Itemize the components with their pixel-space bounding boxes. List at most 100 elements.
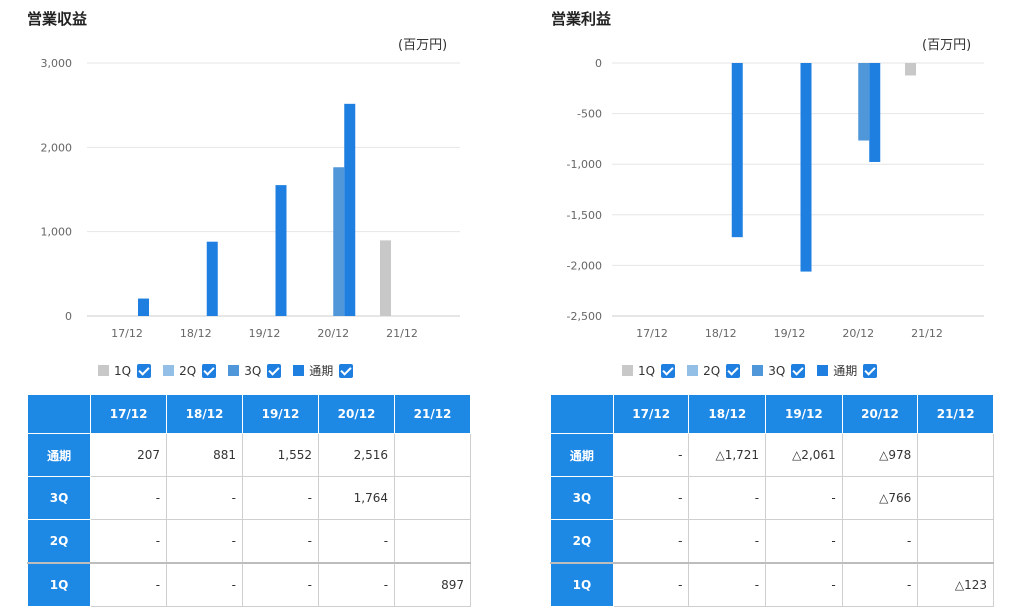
legend-swatch	[752, 365, 764, 376]
table-cell: -	[241, 476, 320, 520]
table-cell: -	[612, 519, 690, 564]
table-cell: -	[765, 519, 843, 564]
row-header: 3Q	[26, 476, 92, 520]
legend-label: 1Q	[638, 363, 656, 378]
column-header: 17/12	[90, 394, 168, 434]
legend-item[interactable]: 通期	[293, 362, 354, 379]
legend-item[interactable]: 2Q	[687, 363, 741, 378]
table-row: 1Q - - - -897	[26, 562, 471, 607]
revenue-chart: 3,000 2,000 1,000 0 17/12 18/12 19/12 20/12 21/1…	[41, 57, 460, 340]
bar	[138, 298, 149, 316]
table-cell	[917, 476, 994, 520]
checkbox-icon[interactable]	[202, 363, 217, 378]
legend-item[interactable]: 通期	[817, 362, 878, 379]
legend-label: 2Q	[179, 363, 197, 378]
legend-label: 1Q	[114, 363, 132, 378]
table-cell: -	[90, 476, 168, 520]
checkbox-icon[interactable]	[137, 363, 152, 378]
checkbox-icon[interactable]	[863, 363, 878, 378]
legend-item[interactable]: 1Q	[622, 363, 676, 378]
column-header	[550, 394, 614, 434]
y-tick-label: 3,000	[41, 57, 73, 70]
table-cell: -	[166, 476, 243, 520]
legend-swatch	[228, 365, 240, 376]
row-header: 1Q	[26, 562, 92, 607]
column-header	[26, 394, 92, 434]
legend-item[interactable]: 2Q	[163, 363, 217, 378]
column-header: 21/12	[917, 394, 994, 434]
operating-income-table: 17/12 18/12 19/12 20/12 21/12 通期 - △1,721 △2,061…	[550, 394, 994, 607]
table-row: 3Q - - - △766	[550, 476, 994, 520]
table-cell: 207	[90, 433, 168, 477]
table-cell: -	[841, 562, 919, 607]
table-cell: -	[166, 562, 243, 607]
table-cell: -	[612, 433, 690, 477]
table-cell: -	[688, 519, 767, 564]
chart-title: 営業収益	[27, 10, 88, 28]
legend-item[interactable]: 1Q	[98, 363, 152, 378]
legend-label: 3Q	[768, 363, 786, 378]
table-cell	[917, 433, 994, 477]
bar	[333, 167, 345, 316]
checkbox-icon[interactable]	[791, 363, 806, 378]
row-header: 2Q	[26, 519, 92, 564]
row-header: 2Q	[550, 519, 614, 564]
operating-income-chart: 0 -500 -1,000 -1,500 -2,000 -2,500 17/12 18/12 1…	[567, 57, 984, 340]
legend-swatch	[98, 365, 109, 376]
table-cell: -	[612, 476, 690, 520]
chart-legend: 1Q 2Q 3Q 通期	[98, 362, 365, 379]
bar	[275, 185, 287, 316]
x-tick-label: 18/12	[180, 327, 212, 340]
column-header: 21/12	[394, 394, 471, 434]
checkbox-icon[interactable]	[339, 363, 354, 378]
revenue-panel: 営業収益 (百万円) 3,000 2,000 1,000 0 17/12 18/12 19/…	[0, 0, 500, 612]
x-tick-label: 21/12	[911, 327, 943, 340]
legend-swatch	[163, 365, 175, 376]
table-cell	[394, 433, 471, 477]
table-cell: △978	[841, 433, 919, 477]
legend-label: 3Q	[244, 363, 262, 378]
column-header: 19/12	[241, 394, 320, 434]
row-header: 通期	[550, 433, 614, 477]
checkbox-icon[interactable]	[267, 363, 282, 378]
checkbox-icon[interactable]	[661, 363, 676, 378]
revenue-table: 17/12 18/12 19/12 20/12 21/12 通期 207 881 1,552 2,…	[26, 394, 471, 607]
table-cell: -	[241, 562, 320, 607]
row-header: 通期	[26, 433, 92, 477]
table-cell: -	[688, 476, 767, 520]
table-cell	[394, 519, 471, 564]
x-tick-label: 17/12	[111, 327, 143, 340]
legend-swatch	[622, 365, 633, 376]
table-cell: -	[317, 562, 396, 607]
column-header: 20/12	[317, 394, 396, 434]
table-row: 通期 207 881 1,552 2,516	[26, 433, 471, 477]
table-cell	[394, 476, 471, 520]
table-cell: -	[765, 476, 843, 520]
bar	[869, 63, 881, 162]
x-tick-label: 17/12	[636, 327, 668, 340]
y-tick-label: -1,500	[567, 209, 602, 222]
legend-label: 2Q	[703, 363, 721, 378]
table-row: 1Q - - - - △123	[550, 562, 994, 607]
table-header-row: 17/12 18/12 19/12 20/12 21/12	[550, 394, 994, 434]
table-row: 通期 - △1,721 △2,061 △978	[550, 433, 994, 477]
y-tick-label: 0	[65, 310, 72, 323]
unit-label: (百万円)	[922, 38, 972, 53]
y-tick-label: 1,000	[41, 226, 73, 239]
legend-item[interactable]: 3Q	[752, 363, 806, 378]
x-tick-label: 21/12	[386, 327, 418, 340]
x-tick-label: 18/12	[705, 327, 737, 340]
column-header: 18/12	[166, 394, 243, 434]
x-tick-label: 19/12	[774, 327, 806, 340]
table-row: 2Q - - - -	[550, 519, 994, 564]
column-header: 19/12	[765, 394, 843, 434]
table-cell: -	[612, 562, 690, 607]
table-cell: -	[90, 519, 168, 564]
table-cell	[917, 519, 994, 564]
table-cell: -	[90, 562, 168, 607]
checkbox-icon[interactable]	[726, 363, 741, 378]
table-cell: 881	[166, 433, 243, 477]
table-header-row: 17/12 18/12 19/12 20/12 21/12	[26, 394, 471, 434]
legend-item[interactable]: 3Q	[228, 363, 282, 378]
